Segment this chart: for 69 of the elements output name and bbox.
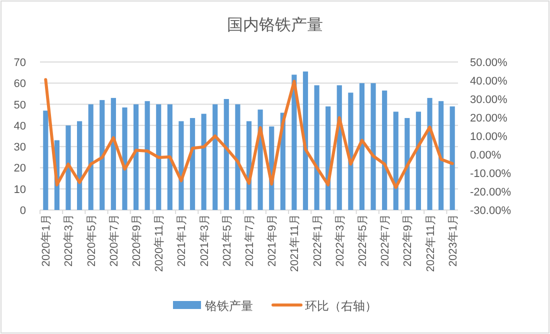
x-tick-label: 2021年9月 [266,214,279,267]
x-tick-label: 2022年1月 [312,214,324,267]
bar [235,104,240,210]
bar [190,118,196,210]
bar [416,112,421,210]
y-tick-label: 20 [14,162,26,175]
bar [178,121,184,210]
x-tick-label: 2021年5月 [221,214,234,267]
x-tick-label: 2020年3月 [63,214,76,267]
x-tick-label: 2021年1月 [176,214,188,267]
legend-label: 环比（右轴） [305,299,377,313]
bar [404,118,410,210]
y-tick-label: 40 [14,120,26,132]
bar [167,104,172,210]
y-tick-label: 0 [20,205,26,217]
x-tick-label: 2021年3月 [198,214,211,267]
bar [450,106,455,210]
bar [370,83,376,210]
x-tick-label: 2020年5月 [86,214,98,267]
y2-tick-label: 30.00% [470,94,508,106]
x-tick-label: 2022年9月 [402,214,414,267]
x-tick-label: 2020年7月 [108,214,120,267]
y2-tick-label: -10.00% [470,168,512,180]
x-tick-label: 2020年1月 [40,214,53,267]
x-tick-label: 2022年11月 [424,214,437,272]
y-tick-label: 70 [14,57,26,69]
bar [212,104,218,210]
bar [438,101,444,210]
bar [110,98,116,210]
y-tick-label: 50 [14,99,26,112]
bar [382,90,388,210]
legend-label: 铬铁产量 [204,299,253,313]
bar [359,83,365,210]
y2-tick-label: 0.00% [470,150,502,162]
x-tick-label: 2020年11月 [154,214,166,272]
x-tick-label: 2023年1月 [447,214,460,267]
bar [302,72,308,210]
y2-tick-label: 10.00% [470,131,508,143]
y-tick-label: 60 [14,78,26,90]
bar [88,104,94,210]
x-tick-label: 2022年5月 [356,214,369,267]
bar [427,98,432,210]
x-tick-label: 2022年7月 [380,214,392,267]
bar [133,104,139,210]
bar [122,107,128,210]
y2-tick-label: 20.00% [470,112,508,124]
x-tick-label: 2021年7月 [244,214,256,267]
line-series [44,78,454,189]
bar [156,104,162,210]
y2-tick-label: -20.00% [470,186,512,198]
y2-tick-label: -30.00% [470,205,512,217]
bar [66,125,71,210]
x-tick-label: 2021年11月 [289,214,302,272]
x-tick-label: 2022年3月 [334,214,346,267]
bar [100,100,105,210]
y-tick-label: 10 [14,184,26,196]
y2-tick-label: 40.00% [470,76,508,88]
bar [144,101,150,210]
bar [224,99,229,210]
bar [77,121,82,210]
chart-title: 国内铬铁产量 [227,16,323,34]
y2-tick-label: 50.00% [470,57,508,69]
x-tick-label: 2020年9月 [131,214,144,267]
bar [43,110,48,210]
bar [348,92,354,210]
bar [393,112,398,210]
bar [314,85,320,210]
y-tick-label: 30 [14,142,26,154]
bar [201,114,206,210]
